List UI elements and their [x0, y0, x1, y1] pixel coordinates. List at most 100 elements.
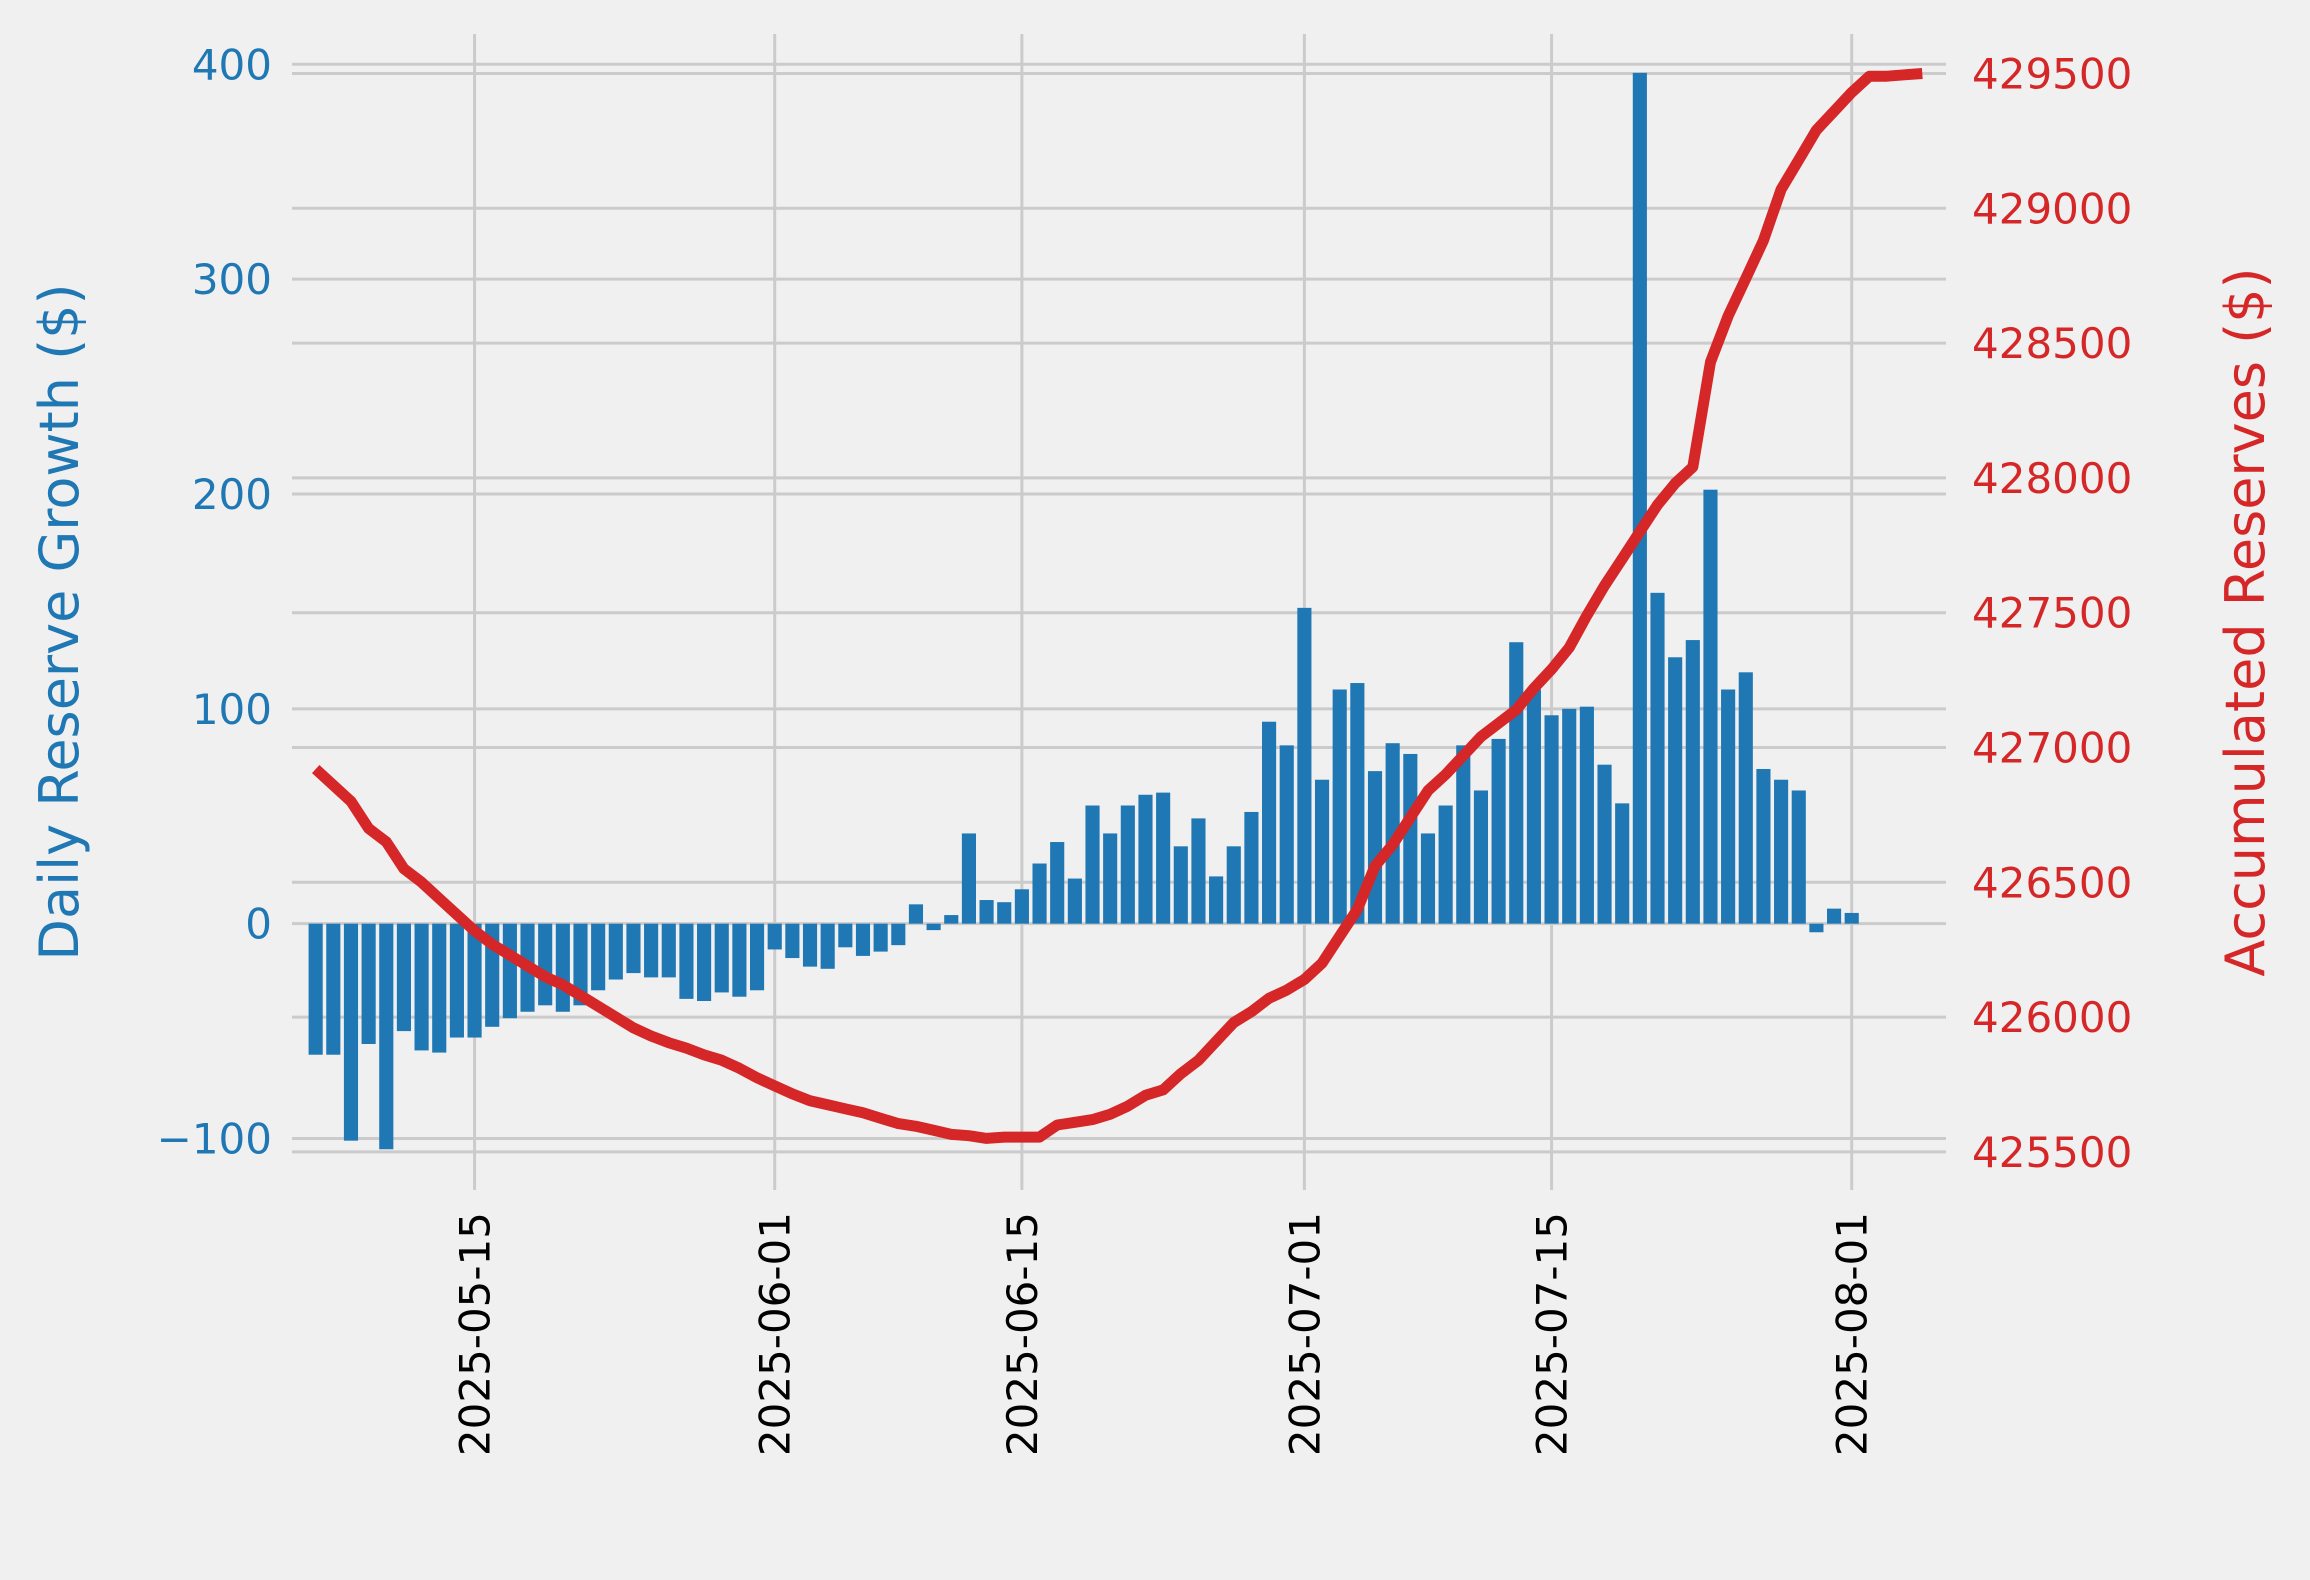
- left-y-tick-label: 200: [192, 470, 272, 519]
- growth-bar: [1473, 790, 1489, 924]
- growth-bar: [1050, 842, 1065, 924]
- growth-bar: [538, 923, 553, 1006]
- growth-bar: [1226, 846, 1241, 924]
- growth-bar: [697, 923, 712, 1002]
- growth-bar: [1544, 715, 1559, 924]
- growth-bar: [926, 923, 941, 931]
- growth-bar: [1367, 771, 1383, 924]
- growth-bar: [820, 923, 835, 969]
- x-tick-label: 2025-08-01: [1828, 1212, 1877, 1456]
- left-y-tick-label: 300: [192, 255, 272, 304]
- growth-bar: [1685, 640, 1700, 924]
- growth-bar: [855, 923, 871, 956]
- growth-bar: [1526, 689, 1541, 924]
- growth-bar: [343, 923, 359, 1141]
- x-tick-label: 2025-06-15: [998, 1212, 1047, 1456]
- left-y-tick-label: 400: [192, 40, 272, 89]
- growth-bar: [1191, 818, 1206, 924]
- growth-bar: [1703, 489, 1718, 924]
- growth-bar: [502, 923, 517, 1019]
- growth-bar: [1103, 833, 1118, 924]
- growth-bar: [961, 833, 976, 924]
- left-y-tick-label: −100: [157, 1115, 272, 1164]
- growth-bar: [767, 923, 782, 950]
- growth-bar: [467, 923, 482, 1038]
- growth-bar: [679, 923, 694, 999]
- growth-bar: [1420, 833, 1436, 924]
- growth-bar: [1491, 738, 1506, 924]
- growth-bar: [1262, 721, 1277, 924]
- left-y-tick-label: 100: [192, 685, 272, 734]
- right-y-tick-label: 426500: [1972, 858, 2132, 907]
- growth-bar: [414, 923, 429, 1051]
- x-tick-label: 2025-06-01: [751, 1212, 800, 1456]
- x-axis-ticks: 2025-05-15 2025-06-01 2025-06-15 2025-07-01…: [451, 1212, 1877, 1456]
- growth-bar: [1085, 805, 1100, 924]
- growth-bar: [308, 923, 323, 1055]
- growth-bar: [891, 923, 906, 946]
- growth-bar: [1314, 779, 1330, 924]
- growth-bar: [908, 904, 924, 924]
- growth-bar: [1579, 706, 1594, 924]
- growth-bar: [326, 923, 341, 1055]
- growth-bar: [1597, 764, 1612, 924]
- growth-bar: [1120, 805, 1135, 924]
- growth-bar: [573, 923, 588, 1006]
- growth-bar: [449, 923, 464, 1038]
- left-y-tick-label: 0: [245, 900, 272, 949]
- growth-bar: [661, 923, 676, 978]
- right-y-tick-label: 427500: [1972, 589, 2132, 638]
- growth-bar: [1332, 689, 1347, 924]
- growth-bar: [361, 923, 376, 1044]
- growth-bar: [1756, 768, 1771, 924]
- left-y-axis-title: Daily Reserve Growth ($): [28, 283, 91, 960]
- growth-bar: [1844, 912, 1859, 924]
- daily-growth-bars: [308, 72, 1859, 1150]
- growth-bar: [1438, 805, 1453, 924]
- growth-bar: [944, 915, 959, 924]
- growth-bar: [1244, 811, 1259, 924]
- growth-bar: [1650, 592, 1665, 924]
- growth-bar: [644, 923, 659, 978]
- growth-bar: [1350, 683, 1365, 924]
- growth-bar: [732, 923, 747, 997]
- growth-bar: [1385, 743, 1400, 924]
- growth-bar: [873, 923, 888, 952]
- right-y-tick-label: 425500: [1972, 1128, 2132, 1177]
- growth-bar: [802, 923, 818, 967]
- right-y-tick-label: 429000: [1972, 184, 2132, 233]
- growth-bar: [1668, 657, 1683, 924]
- right-y-tick-label: 426000: [1972, 993, 2132, 1042]
- growth-bar: [1809, 923, 1824, 933]
- grid-lines: [292, 34, 1946, 1190]
- growth-bar: [1209, 876, 1224, 924]
- growth-bar: [555, 923, 570, 1012]
- growth-bar: [396, 923, 411, 1032]
- growth-bar: [1509, 642, 1524, 924]
- right-y-axis-title: Accumulated Reserves ($): [2214, 267, 2277, 976]
- growth-bar: [591, 923, 606, 991]
- growth-bar: [1138, 794, 1153, 924]
- growth-bar: [1721, 689, 1736, 924]
- right-y-tick-label: 428500: [1972, 319, 2132, 368]
- growth-bar: [1562, 708, 1577, 924]
- growth-bar: [1632, 72, 1647, 924]
- growth-bar: [626, 923, 641, 974]
- growth-bar: [1615, 803, 1630, 924]
- growth-bar: [1827, 908, 1842, 924]
- growth-bar: [1014, 889, 1029, 924]
- growth-bar: [1774, 779, 1789, 924]
- growth-bar: [749, 923, 765, 991]
- growth-bar: [979, 900, 994, 924]
- x-tick-label: 2025-07-01: [1280, 1212, 1329, 1456]
- x-tick-label: 2025-05-15: [451, 1212, 500, 1456]
- x-tick-label: 2025-07-15: [1528, 1212, 1577, 1456]
- growth-bar: [714, 923, 729, 993]
- growth-bar: [608, 923, 623, 980]
- right-y-tick-label: 428000: [1972, 454, 2132, 503]
- growth-bar: [379, 923, 394, 1150]
- growth-bar: [1456, 745, 1471, 924]
- growth-bar: [997, 902, 1012, 924]
